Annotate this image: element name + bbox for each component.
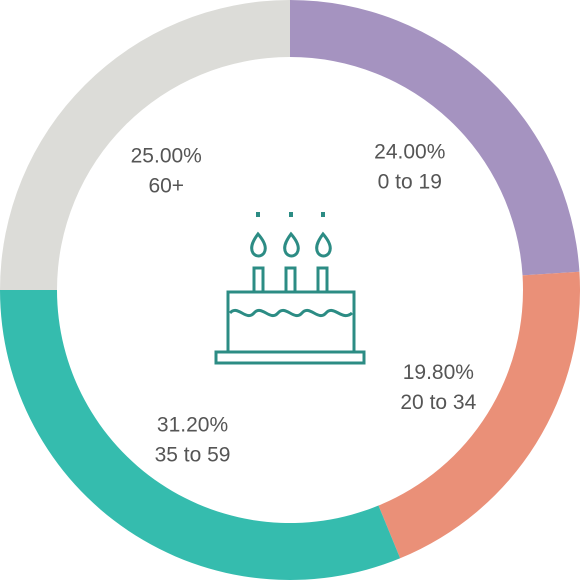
slice-35-to-59: [0, 290, 401, 580]
slice-20-to-34: [378, 271, 580, 559]
slice-value-label: 25.00%: [131, 144, 202, 167]
slice-label: 24.00% 0 to 19: [374, 140, 445, 193]
slice-label: 25.00% 60+: [131, 144, 202, 197]
slice-category-label: 60+: [148, 174, 184, 197]
slice-0-to-19: [290, 0, 580, 276]
slice-value-label: 31.20%: [157, 413, 228, 436]
slice-labels: 24.00% 0 to 19 19.80% 20 to 34 31.20% 35 to 5…: [131, 140, 477, 466]
birthday-cake-icon: [214, 212, 366, 365]
slice-category-label: 20 to 34: [400, 391, 476, 414]
slice-category-label: 35 to 59: [155, 443, 231, 466]
slice-label: 31.20% 35 to 59: [155, 413, 231, 466]
slice-label: 19.80% 20 to 34: [400, 361, 476, 414]
slice-category-label: 0 to 19: [378, 170, 442, 193]
slice-value-label: 19.80%: [403, 361, 474, 384]
slice-value-label: 24.00%: [374, 140, 445, 163]
slice-60: [0, 0, 290, 290]
